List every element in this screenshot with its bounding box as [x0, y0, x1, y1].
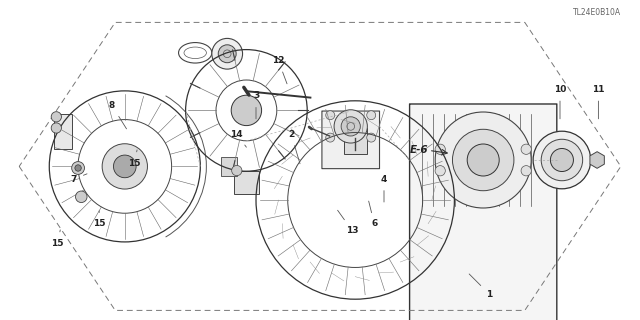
Text: 8: 8: [109, 101, 127, 129]
Text: 3: 3: [253, 92, 259, 119]
Ellipse shape: [550, 148, 573, 172]
Text: 12: 12: [272, 56, 287, 84]
Ellipse shape: [367, 133, 376, 142]
Ellipse shape: [334, 110, 367, 143]
FancyBboxPatch shape: [322, 111, 380, 169]
Ellipse shape: [72, 162, 84, 174]
Text: 15: 15: [51, 230, 64, 248]
Ellipse shape: [76, 191, 87, 203]
Text: TL24E0B10A: TL24E0B10A: [573, 8, 621, 17]
Text: 7: 7: [70, 174, 87, 184]
Ellipse shape: [435, 144, 445, 154]
Ellipse shape: [231, 95, 262, 125]
Ellipse shape: [326, 111, 335, 120]
Text: 6: 6: [369, 201, 378, 228]
Text: E-6: E-6: [410, 145, 429, 156]
Ellipse shape: [435, 166, 445, 176]
Ellipse shape: [521, 166, 531, 176]
Bar: [221, 157, 237, 176]
Text: 1: 1: [469, 274, 493, 299]
Text: 13: 13: [338, 210, 358, 235]
Bar: [54, 114, 72, 149]
Text: 15: 15: [128, 150, 141, 168]
Ellipse shape: [521, 144, 531, 154]
FancyBboxPatch shape: [410, 104, 557, 320]
Ellipse shape: [51, 112, 61, 122]
Polygon shape: [590, 152, 604, 168]
Text: 15: 15: [93, 211, 106, 228]
Bar: [234, 171, 259, 194]
Ellipse shape: [467, 144, 499, 176]
Ellipse shape: [75, 165, 81, 171]
Bar: [344, 128, 367, 154]
Text: 2: 2: [288, 130, 300, 164]
Ellipse shape: [367, 111, 376, 120]
Text: 11: 11: [592, 85, 605, 119]
Text: 10: 10: [554, 85, 566, 119]
Text: 14: 14: [230, 130, 246, 147]
Ellipse shape: [435, 112, 531, 208]
Ellipse shape: [452, 129, 514, 191]
Ellipse shape: [533, 131, 591, 189]
Text: 4: 4: [381, 175, 387, 202]
Ellipse shape: [102, 144, 147, 189]
Ellipse shape: [51, 123, 61, 133]
Ellipse shape: [232, 165, 242, 176]
Ellipse shape: [341, 117, 360, 136]
Ellipse shape: [218, 45, 236, 63]
Ellipse shape: [541, 139, 582, 181]
Ellipse shape: [113, 155, 136, 178]
Ellipse shape: [212, 38, 243, 69]
Ellipse shape: [326, 133, 335, 142]
